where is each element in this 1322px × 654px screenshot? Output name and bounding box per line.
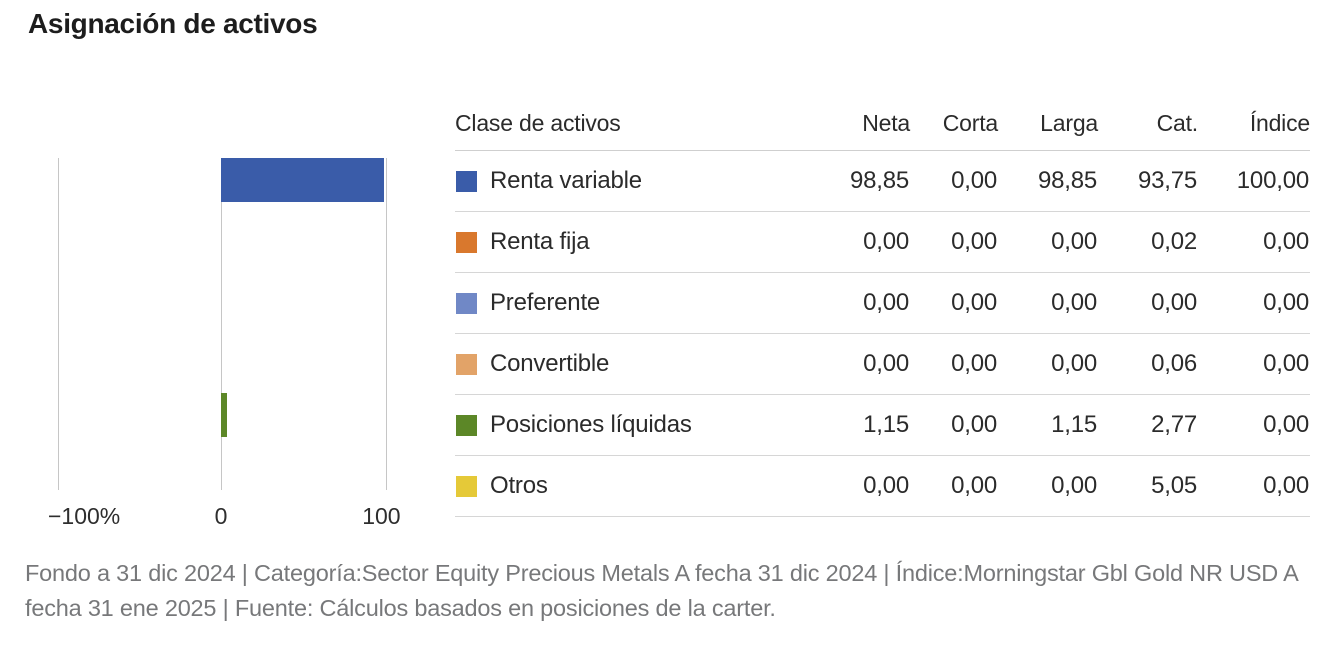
cell-cat: 93,75 — [1098, 150, 1198, 212]
cell-neta: 98,85 — [800, 150, 910, 212]
chart-bar — [221, 393, 227, 438]
legend-color-swatch — [456, 475, 477, 497]
asset-class-label: Renta fija — [490, 228, 590, 255]
cell-indice: 100,00 — [1198, 150, 1310, 212]
legend-color-swatch — [456, 353, 477, 375]
cell-asset-class: Convertible — [455, 333, 800, 395]
cell-indice: 0,00 — [1198, 394, 1310, 456]
column-header-larga: Larga — [998, 95, 1098, 151]
asset-class-label: Convertible — [490, 350, 610, 377]
chart-bar — [221, 158, 385, 202]
column-header-neta: Neta — [800, 95, 910, 151]
column-header-corta: Corta — [910, 95, 998, 151]
asset-class-label: Preferente — [490, 289, 601, 316]
cell-corta: 0,00 — [910, 394, 998, 456]
allocation-table: Clase de activos Neta Corta Larga Cat. Í… — [455, 95, 1310, 517]
cell-larga: 98,85 — [998, 150, 1098, 212]
cell-neta: 0,00 — [800, 455, 910, 517]
gridline-minus-100 — [58, 158, 59, 490]
cell-corta: 0,00 — [910, 455, 998, 517]
cell-neta: 1,15 — [800, 394, 910, 456]
cell-larga: 0,00 — [998, 211, 1098, 273]
cell-larga: 0,00 — [998, 333, 1098, 395]
cell-cat: 2,77 — [1098, 394, 1198, 456]
asset-class-label: Renta variable — [490, 167, 642, 194]
legend-color-swatch — [456, 231, 477, 253]
x-tick-zero: 0 — [214, 503, 228, 529]
cell-asset-class: Otros — [455, 455, 800, 517]
cell-cat: 0,06 — [1098, 333, 1198, 395]
cell-neta: 0,00 — [800, 272, 910, 334]
cell-larga: 0,00 — [998, 455, 1098, 517]
legend-color-swatch — [456, 414, 477, 436]
table-row: Posiciones líquidas 1,15 0,00 1,15 2,77 0,00 — [455, 394, 1310, 456]
cell-indice: 0,00 — [1198, 455, 1310, 517]
cell-indice: 0,00 — [1198, 211, 1310, 273]
table-row: Otros 0,00 0,00 0,00 5,05 0,00 — [455, 455, 1310, 517]
asset-class-label: Otros — [490, 472, 548, 499]
cell-cat: 0,00 — [1098, 272, 1198, 334]
allocation-bar-chart: −100% 0 100 — [48, 155, 408, 545]
gridline-100 — [386, 158, 387, 490]
table-row: Convertible 0,00 0,00 0,00 0,06 0,00 — [455, 333, 1310, 395]
asset-class-label: Posiciones líquidas — [490, 411, 692, 438]
cell-cat: 0,02 — [1098, 211, 1198, 273]
cell-corta: 0,00 — [910, 211, 998, 273]
cell-asset-class: Posiciones líquidas — [455, 394, 800, 456]
footnote: Fondo a 31 dic 2024 | Categoría:Sector E… — [25, 560, 1298, 621]
table-body: Renta variable 98,85 0,00 98,85 93,75 100,00 R… — [455, 150, 1310, 517]
x-tick-minus-100: −100% — [48, 503, 121, 529]
cell-indice: 0,00 — [1198, 333, 1310, 395]
cell-corta: 0,00 — [910, 150, 998, 212]
cell-neta: 0,00 — [800, 333, 910, 395]
cell-larga: 1,15 — [998, 394, 1098, 456]
legend-color-swatch — [456, 170, 477, 192]
cell-asset-class: Renta variable — [455, 150, 800, 212]
cell-neta: 0,00 — [800, 211, 910, 273]
table-header-row: Clase de activos Neta Corta Larga Cat. Í… — [455, 95, 1310, 151]
table-row: Renta variable 98,85 0,00 98,85 93,75 100,00 — [455, 150, 1310, 212]
cell-indice: 0,00 — [1198, 272, 1310, 334]
cell-larga: 0,00 — [998, 272, 1098, 334]
table-row: Renta fija 0,00 0,00 0,00 0,02 0,00 — [455, 211, 1310, 273]
legend-color-swatch — [456, 292, 477, 314]
page-title: Asignación de activos — [28, 8, 318, 39]
cell-corta: 0,00 — [910, 333, 998, 395]
x-tick-100: 100 — [362, 503, 401, 529]
cell-cat: 5,05 — [1098, 455, 1198, 517]
cell-asset-class: Preferente — [455, 272, 800, 334]
gridline-zero — [221, 158, 222, 490]
cell-asset-class: Renta fija — [455, 211, 800, 273]
column-header-indice: Índice — [1198, 95, 1310, 151]
table-row: Preferente 0,00 0,00 0,00 0,00 0,00 — [455, 272, 1310, 334]
column-header-cat: Cat. — [1098, 95, 1198, 151]
column-header-clase: Clase de activos — [455, 95, 800, 151]
cell-corta: 0,00 — [910, 272, 998, 334]
